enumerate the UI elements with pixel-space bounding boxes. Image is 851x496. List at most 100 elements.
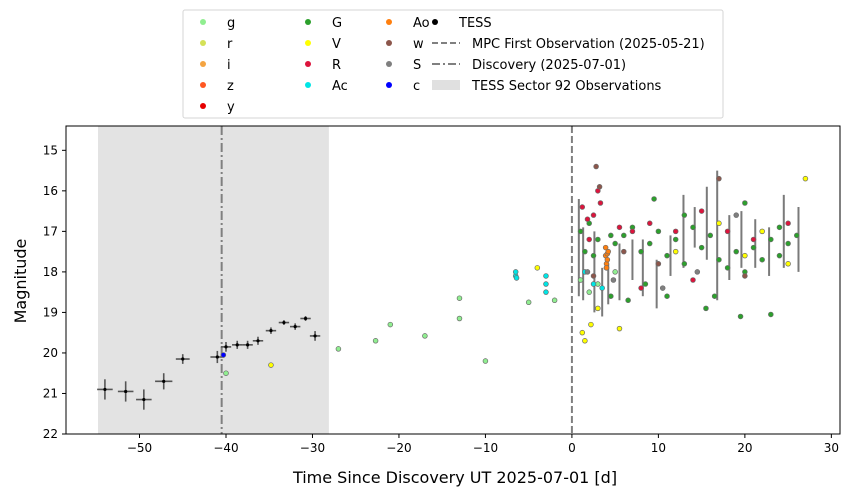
x-tick-label: −50 — [127, 441, 152, 455]
legend-marker — [200, 103, 206, 109]
point-s — [733, 212, 739, 218]
y-tick-label: 15 — [43, 143, 58, 157]
x-tick-label: 30 — [824, 441, 839, 455]
legend-label: R — [332, 58, 341, 73]
legend-marker — [200, 61, 206, 67]
point-g — [750, 244, 757, 251]
point-g — [651, 196, 657, 202]
point-g — [551, 297, 558, 304]
y-tick-label: 17 — [43, 224, 58, 238]
point-g — [577, 277, 584, 283]
x-tick-label: −10 — [473, 441, 498, 455]
point-v — [579, 329, 586, 336]
point-w — [596, 184, 603, 190]
y-tick-label: 19 — [43, 305, 58, 319]
point-ac — [543, 289, 549, 295]
tess-point — [215, 355, 219, 359]
point-g — [608, 293, 614, 299]
legend-marker — [432, 19, 438, 25]
point-r — [629, 228, 636, 235]
legend-label: S — [413, 58, 421, 73]
legend-label: z — [227, 79, 234, 94]
point-g — [646, 240, 653, 247]
point-g — [703, 305, 709, 312]
point-ac — [543, 273, 549, 279]
point-g — [525, 299, 532, 306]
point-ao — [604, 256, 611, 263]
point-g — [776, 252, 783, 259]
point-g — [681, 212, 688, 218]
point-g — [621, 232, 627, 239]
tess-point — [282, 320, 286, 325]
legend-marker — [386, 61, 392, 67]
point-s — [659, 285, 666, 291]
legend-label: y — [227, 100, 235, 115]
point-v — [616, 325, 623, 332]
point-g — [759, 256, 765, 263]
point-g — [742, 200, 748, 206]
point-r — [724, 228, 731, 235]
tess-sector-shaded-region — [97, 126, 329, 434]
point-v — [582, 338, 588, 344]
tess-point — [181, 357, 185, 361]
point-v — [268, 362, 274, 368]
tess-point — [124, 389, 128, 394]
point-w — [593, 163, 599, 170]
point-w — [716, 175, 722, 182]
legend-marker — [305, 19, 311, 25]
x-tick-label: −40 — [213, 441, 238, 455]
tess-point — [235, 343, 239, 347]
point-w — [655, 261, 662, 267]
legend-label: Ao — [413, 16, 430, 31]
legend-label: c — [413, 79, 420, 94]
axes: −50 −40 −30 −20 −10 0 10 20 30 15 16 17 18 19 20 21 22 — [43, 125, 841, 455]
tess-point — [224, 345, 228, 349]
point-g — [586, 289, 592, 295]
point-g — [372, 338, 379, 344]
point-r — [597, 200, 604, 206]
legend-marker — [200, 82, 206, 88]
point-g — [387, 321, 394, 328]
point-g — [698, 244, 705, 251]
point-g — [456, 315, 463, 322]
legend-marker — [386, 82, 392, 88]
tess-point — [246, 343, 250, 347]
point-g — [582, 248, 588, 255]
point-g — [612, 269, 618, 275]
legend-label: TESS — [458, 16, 492, 31]
point-g — [690, 224, 696, 231]
y-tick-label: 20 — [43, 346, 58, 360]
legend-label: w — [413, 37, 424, 52]
point-r — [672, 228, 679, 235]
point-g — [733, 248, 739, 255]
legend-marker — [386, 40, 392, 46]
point-g — [638, 248, 644, 255]
point-g — [711, 293, 718, 299]
point-g — [707, 232, 714, 239]
point-v — [802, 175, 809, 182]
plot-area — [97, 163, 809, 410]
point-ao — [605, 248, 611, 255]
legend-label: r — [227, 37, 233, 52]
x-tick-label: −20 — [386, 441, 411, 455]
point-w — [590, 273, 597, 279]
axes-frame — [65, 125, 841, 435]
point-g — [785, 240, 791, 247]
point-v — [595, 305, 601, 312]
point-r — [590, 212, 597, 218]
legend-label: MPC First Observation (2025-05-21) — [472, 37, 705, 52]
point-r — [750, 236, 757, 243]
point-v — [716, 220, 722, 227]
x-tick-label: 0 — [568, 441, 576, 455]
point-g — [590, 252, 597, 259]
legend-patch — [432, 80, 460, 90]
point-ao — [603, 265, 610, 271]
point-s — [610, 277, 617, 283]
legend-marker — [200, 40, 206, 46]
x-axis-label: Time Since Discovery UT 2025-07-01 [d] — [292, 468, 617, 487]
x-tick-label: −30 — [300, 441, 325, 455]
point-r — [616, 224, 623, 231]
point-r — [690, 277, 696, 283]
point-g — [482, 358, 489, 364]
